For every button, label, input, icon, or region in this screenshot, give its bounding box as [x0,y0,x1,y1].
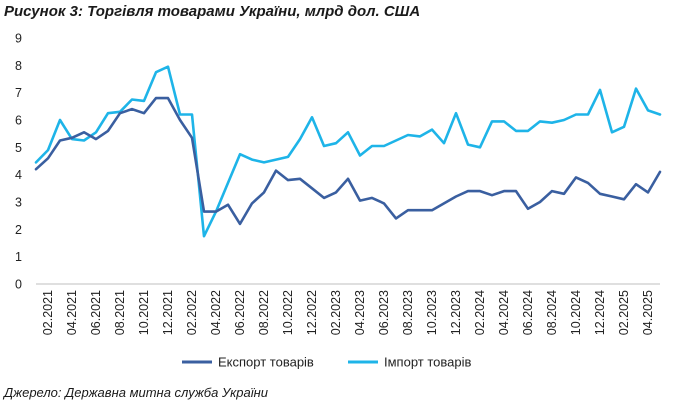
x-tick-label: 02.2023 [329,290,343,335]
x-tick-label: 06.2022 [233,290,247,335]
x-tick-label: 08.2022 [257,290,271,335]
y-tick-label: 1 [15,250,22,264]
x-tick-label: 04.2024 [497,290,511,335]
x-tick-label: 04.2023 [353,290,367,335]
x-tick-label: 12.2024 [593,290,607,335]
x-tick-label: 08.2024 [545,290,559,335]
x-tick-label: 02.2025 [617,290,631,335]
legend: Експорт товарів Імпорт товарів [182,355,471,370]
x-tick-label: 08.2023 [401,290,415,335]
x-tick-label: 06.2023 [377,290,391,335]
x-axis: 02.2021 04.2021 06.2021 08.2021 10.2021 12.20… [36,283,660,335]
x-tick-label: 12.2023 [449,290,463,335]
series-line-import [34,65,662,238]
x-tick-label: 02.2024 [473,290,487,335]
y-tick-label: 8 [15,59,22,73]
x-tick-label: 12.2022 [305,290,319,335]
source-note: Джерело: Державна митна служба України [4,385,268,400]
x-tick-label: 10.2023 [425,290,439,335]
y-tick-label: 4 [15,168,22,182]
x-tick-label: 10.2024 [569,290,583,335]
x-tick-label: 02.2022 [185,290,199,335]
y-tick-label: 0 [15,278,22,292]
x-tick-label: 04.2021 [65,290,79,335]
x-tick-label: 10.2022 [281,290,295,335]
y-tick-label: 6 [15,114,22,128]
x-tick-label: 02.2021 [41,290,55,335]
y-tick-label: 7 [15,86,22,100]
x-tick-label: 06.2024 [521,290,535,335]
x-tick-label: 10.2021 [137,290,151,335]
series-line-export [34,96,662,226]
y-tick-label: 2 [15,223,22,237]
chart-lines [34,65,662,238]
x-tick-label: 04.2025 [641,290,655,335]
x-tick-label: 08.2021 [113,290,127,335]
x-tick-label: 06.2021 [89,290,103,335]
x-tick-label: 12.2021 [161,290,175,335]
legend-label-import: Імпорт товарів [384,355,471,370]
x-tick-label: 04.2022 [209,290,223,335]
y-tick-label: 9 [15,32,22,46]
chart-title: Рисунок 3: Торгівля товарами України, мл… [4,3,421,20]
y-axis: 0 1 2 3 4 5 6 7 8 9 [15,32,22,292]
y-tick-label: 5 [15,141,22,155]
legend-label-export: Експорт товарів [218,355,314,370]
y-tick-label: 3 [15,196,22,210]
